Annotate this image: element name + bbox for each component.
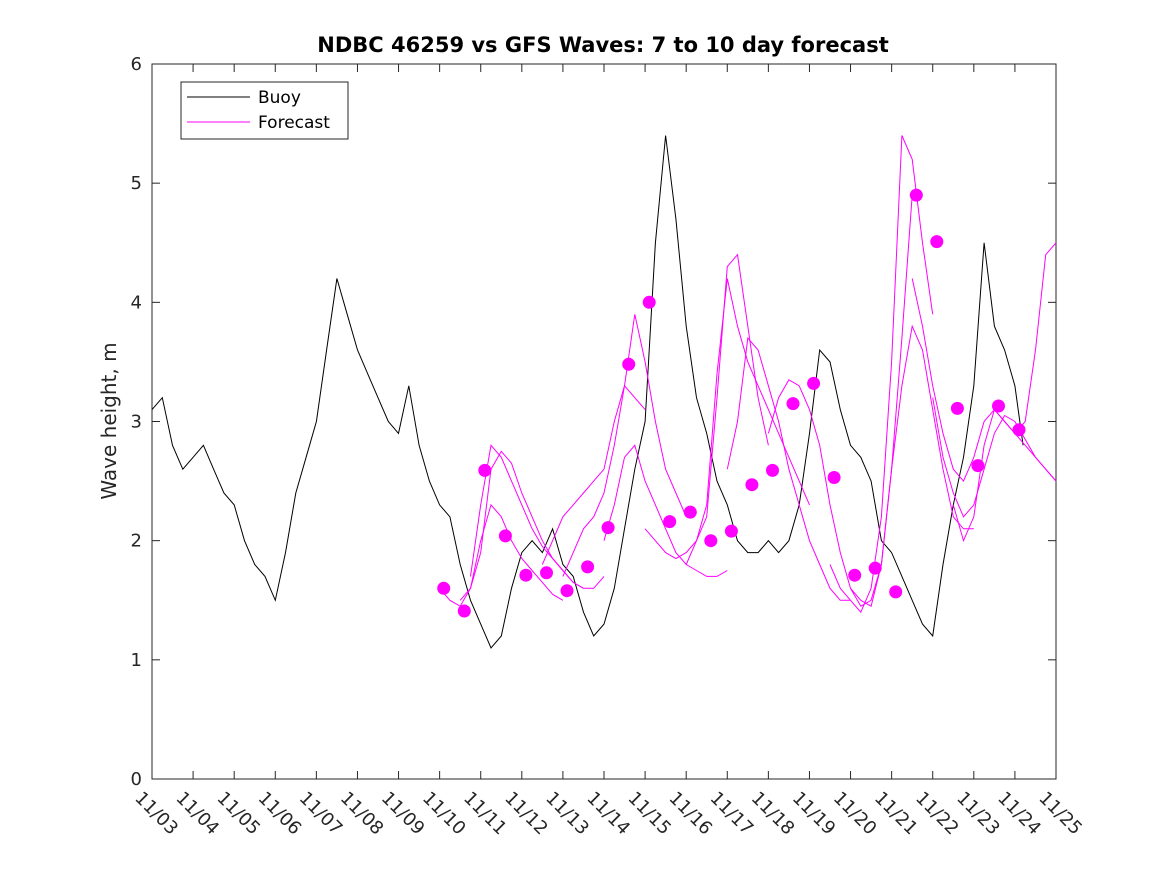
forecast-marker	[478, 463, 492, 477]
forecast-line-11	[829, 135, 934, 614]
forecast-line-4	[541, 384, 646, 565]
forecast-marker	[519, 568, 533, 582]
forecast-marker	[868, 561, 882, 575]
forecast-marker	[807, 376, 821, 390]
legend-box	[180, 81, 349, 140]
y-tick-label: 3	[131, 412, 142, 433]
axes-box	[151, 63, 1057, 780]
forecast-marker	[889, 585, 903, 599]
forecast-marker	[950, 401, 964, 415]
forecast-layer	[439, 135, 1057, 614]
forecast-line-3	[470, 444, 605, 589]
y-tick-label: 4	[131, 292, 142, 313]
forecast-line-14	[932, 397, 1057, 518]
forecast-line-12	[850, 324, 974, 607]
forecast-marker	[971, 459, 985, 473]
legend-forecast-label: Forecast	[258, 113, 330, 133]
forecast-marker	[683, 505, 697, 519]
forecast-marker	[992, 399, 1005, 413]
forecast-marker	[1012, 423, 1026, 437]
legend-buoy-label: Buoy	[258, 88, 301, 108]
forecast-line-13	[911, 278, 1057, 483]
y-axis-label: Wave height, m	[97, 342, 121, 499]
legend: Buoy Forecast	[180, 81, 349, 140]
forecast-line-9	[726, 336, 851, 601]
y-tick-label: 1	[131, 650, 142, 671]
forecast-marker	[622, 357, 636, 371]
y-tick-label: 6	[131, 54, 142, 75]
forecast-marker	[540, 566, 553, 580]
y-tick-label: 5	[131, 173, 142, 194]
y-tick-label: 0	[131, 769, 142, 790]
forecast-marker	[786, 397, 800, 411]
marker-layer	[437, 188, 1026, 618]
chart-title: NDBC 46259 vs GFS Waves: 7 to 10 day for…	[317, 33, 888, 57]
forecast-marker	[642, 295, 656, 309]
y-tick-label: 2	[131, 531, 142, 552]
forecast-marker	[663, 515, 677, 529]
forecast-marker	[724, 524, 738, 538]
forecast-marker	[909, 188, 923, 202]
forecast-marker	[704, 534, 718, 548]
forecast-marker	[848, 568, 862, 582]
forecast-marker	[827, 471, 841, 484]
forecast-line-6	[603, 444, 728, 577]
forecast-line-15	[952, 242, 1057, 543]
forecast-line-8	[685, 278, 810, 565]
forecast-marker	[457, 604, 471, 618]
forecast-marker	[766, 463, 779, 477]
forecast-line-5	[562, 314, 687, 577]
forecast-marker	[498, 529, 512, 543]
forecast-marker	[745, 478, 759, 492]
forecast-marker	[437, 581, 451, 595]
plot-area: 012345611/0311/0411/0511/0611/0711/0811/…	[130, 54, 1086, 839]
forecast-marker	[601, 521, 615, 535]
forecast-line-7	[644, 253, 769, 560]
forecast-marker	[930, 235, 944, 249]
forecast-marker	[560, 584, 574, 598]
forecast-marker	[581, 560, 595, 574]
